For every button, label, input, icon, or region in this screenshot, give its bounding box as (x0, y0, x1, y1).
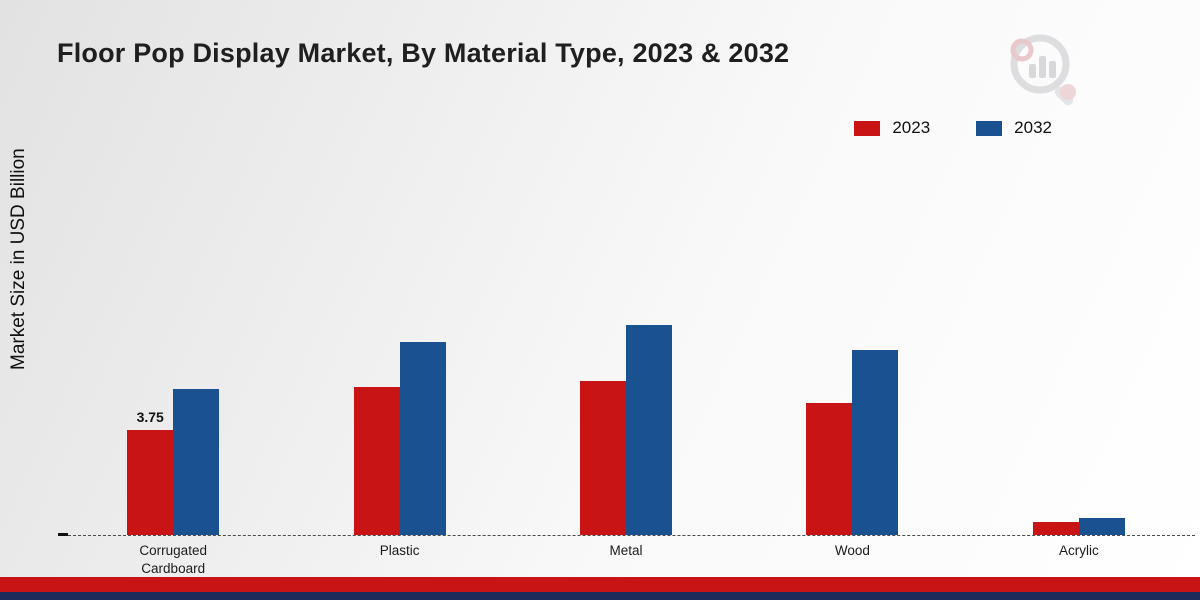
bar-2023-wood (806, 403, 853, 535)
legend-swatch-2023 (854, 120, 881, 136)
category-label-acrylic: Acrylic (1058, 543, 1099, 558)
footer-navy-stripe (0, 592, 1200, 600)
x-axis-tick (58, 533, 68, 536)
bar-2023-plastic (353, 386, 400, 535)
bar-2023-metal (580, 381, 627, 535)
bar-2023-acrylic (1032, 522, 1079, 535)
x-axis-baseline (58, 535, 1195, 536)
bar-2032-metal (626, 325, 673, 535)
footer-red-stripe (0, 577, 1200, 592)
bars (1032, 200, 1125, 535)
bar-2032-wood (852, 350, 899, 535)
bar-group-plastic (286, 200, 512, 535)
bars (353, 200, 446, 535)
bar-2032-acrylic (1078, 518, 1125, 535)
plot-area: 3.75 (60, 200, 1192, 535)
bar-group-acrylic (966, 200, 1192, 535)
bar-group-wood (739, 200, 965, 535)
legend-label-2032: 2032 (1014, 118, 1052, 137)
bars: 3.75 (127, 200, 220, 535)
legend-swatch-2032 (976, 120, 1003, 136)
legend-item-2023: 2023 (854, 118, 930, 138)
category-labels: Corrugated Cardboard Plastic Metal Wood Acry… (60, 542, 1192, 577)
bar-2023-corrugated-cardboard: 3.75 (127, 409, 174, 535)
bar-group-corrugated-cardboard: 3.75 (60, 200, 286, 535)
bars (806, 200, 899, 535)
category-label-metal: Metal (609, 543, 643, 558)
chart-title: Floor Pop Display Market, By Material Ty… (57, 38, 790, 68)
legend-item-2032: 2032 (976, 118, 1052, 138)
category-label-corrugated-cardboard: Corrugated Cardboard (139, 543, 207, 576)
bar-2032-plastic (399, 341, 446, 535)
legend: 2023 2032 (854, 118, 1052, 138)
brand-logo (1002, 28, 1088, 119)
magnifier-chart-logo-icon (1010, 34, 1076, 106)
category-label-plastic: Plastic (379, 543, 420, 558)
bar-group-metal (513, 200, 739, 535)
bar-value-label: 3.75 (136, 409, 164, 425)
category-label-wood: Wood (834, 543, 870, 558)
legend-label-2023: 2023 (892, 118, 931, 137)
bar-2032-corrugated-cardboard (173, 389, 220, 535)
bars (580, 200, 673, 535)
y-axis-label: Market Size in USD Billion (8, 148, 29, 370)
